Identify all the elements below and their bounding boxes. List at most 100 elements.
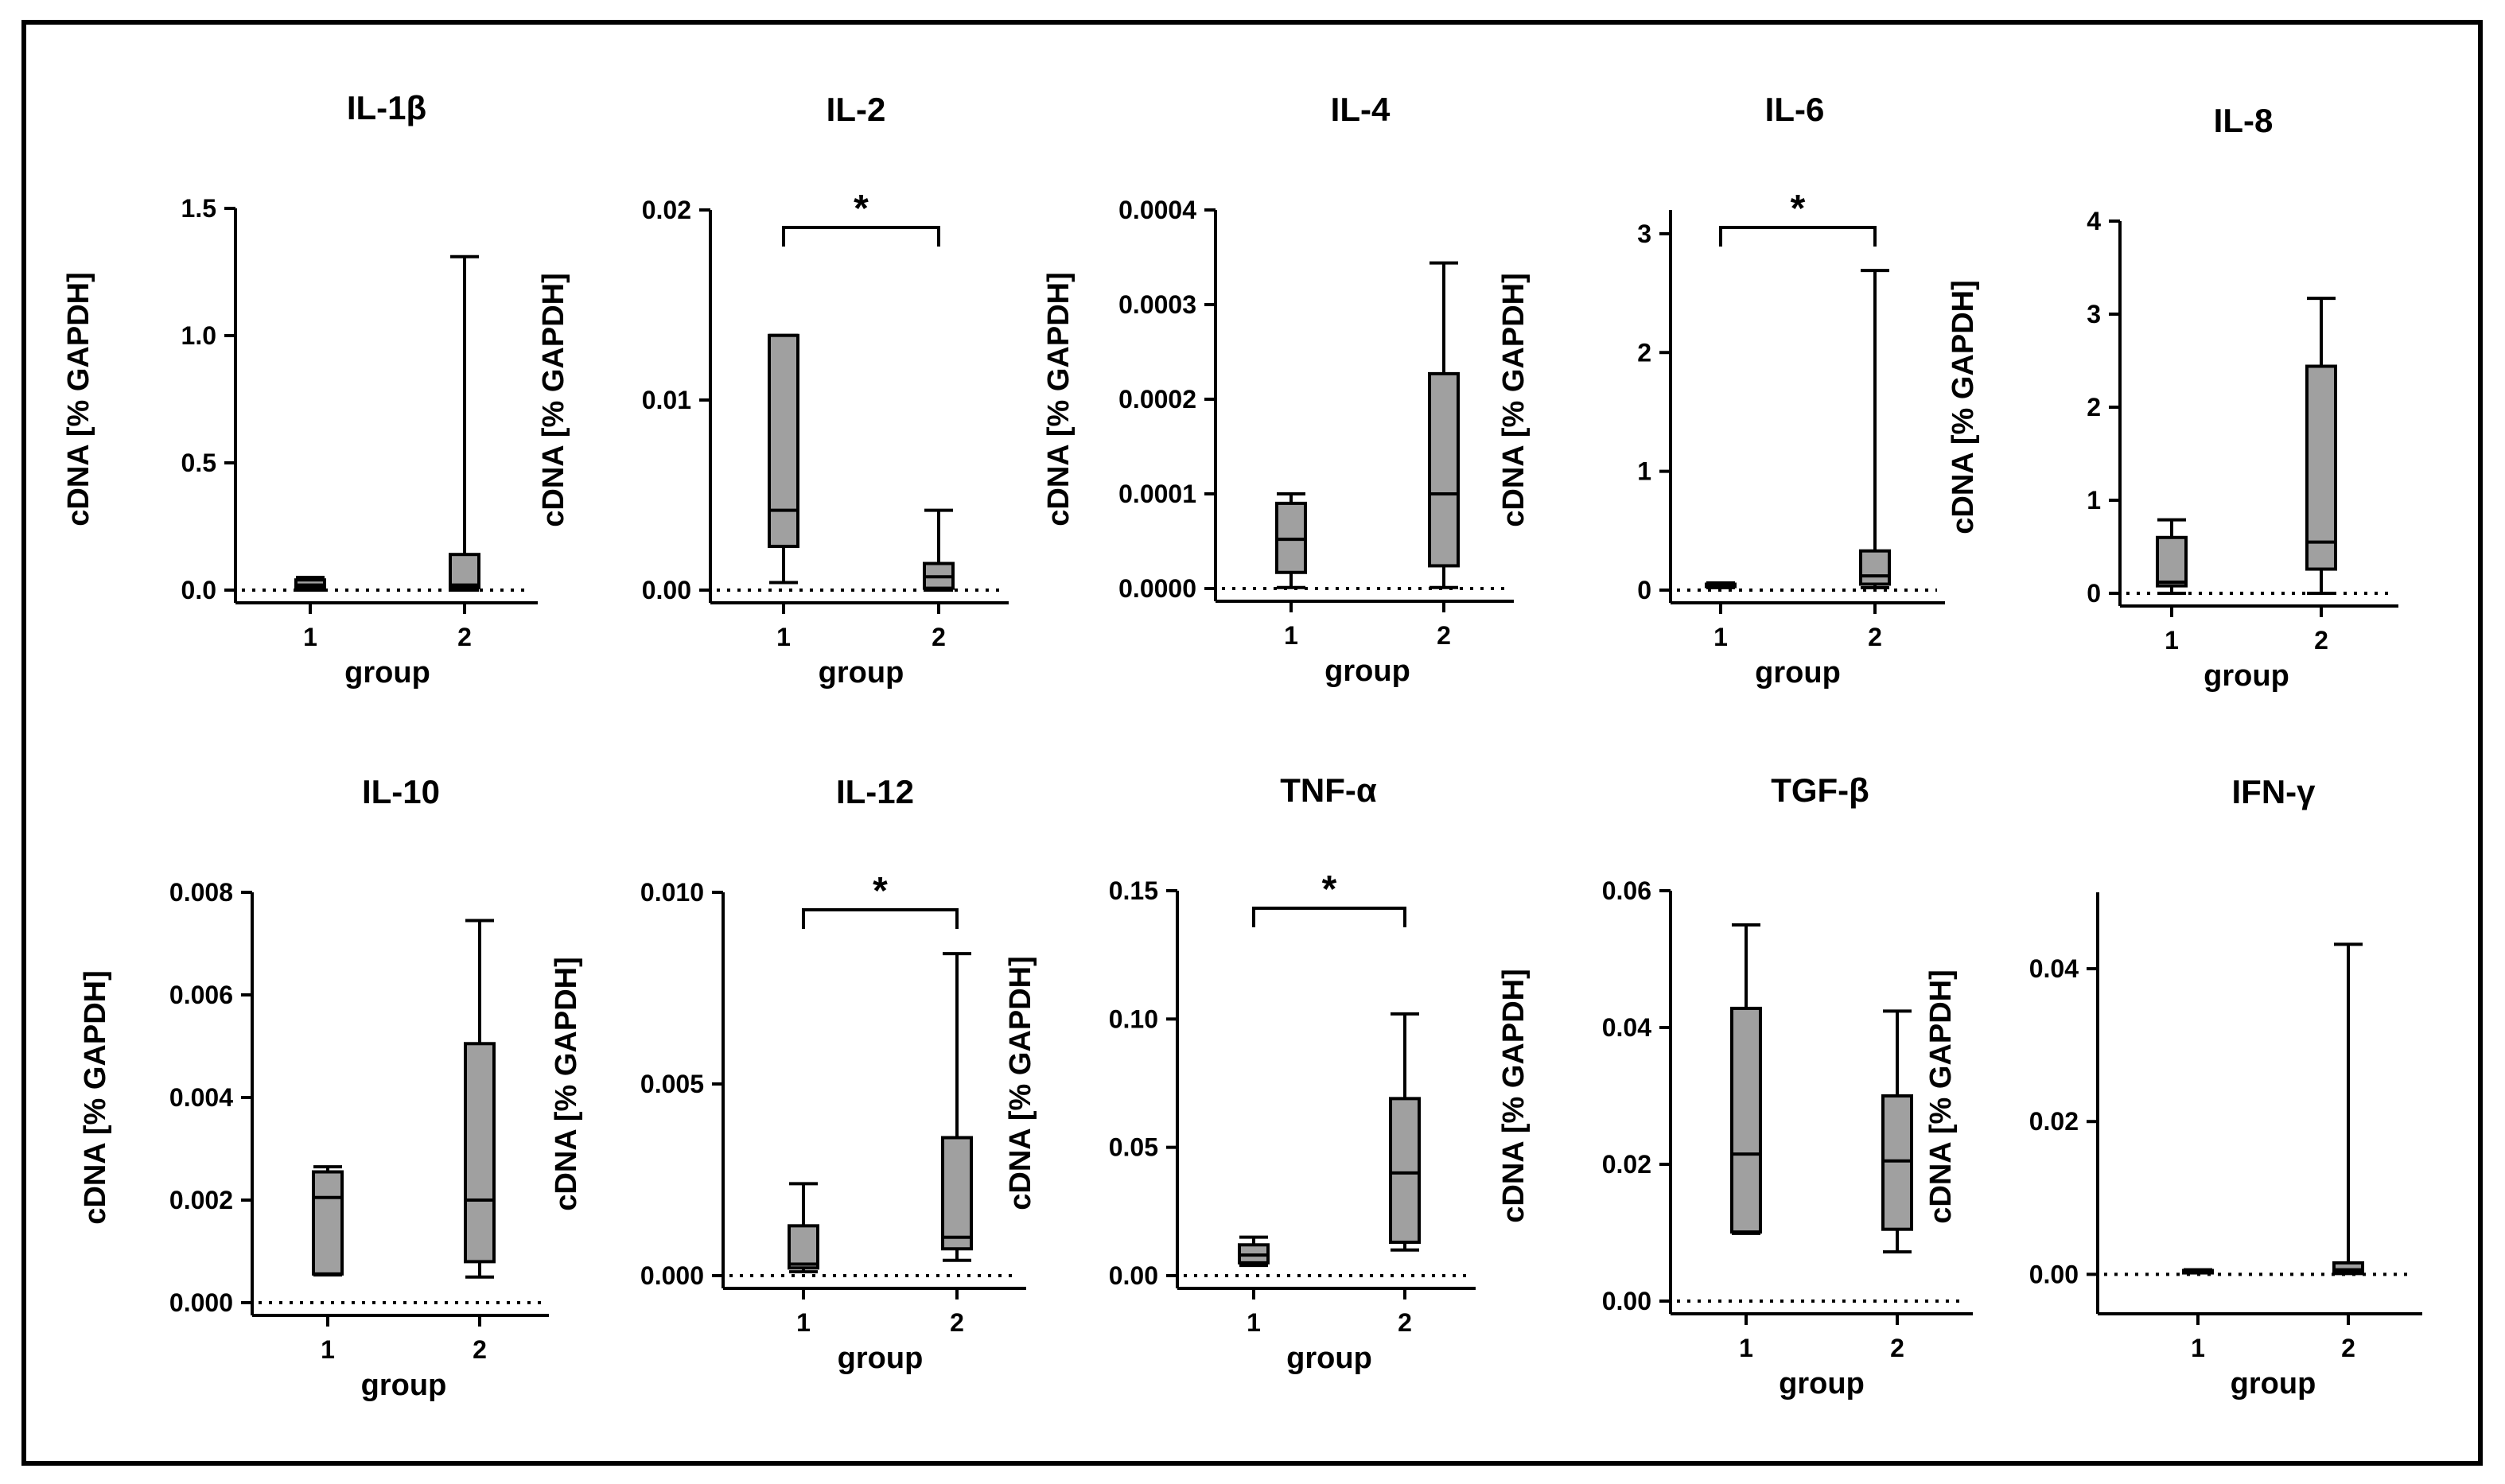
chart-title: IL-8 xyxy=(2214,102,2274,139)
chart-panel: TGF-β 0.00 0.02 0.04 0.06 1 2 group cDNA [% GAPD… xyxy=(1497,771,1973,1400)
box-iqr xyxy=(1859,549,1891,586)
y-tick-label: 1.5 xyxy=(181,194,216,223)
y-tick-label: 0.0002 xyxy=(1118,385,1196,414)
y-tick-label: 0.5 xyxy=(181,449,216,477)
x-tick-label: 2 xyxy=(1868,623,1882,651)
x-axis-label: group xyxy=(344,656,430,690)
box-group-2 xyxy=(2305,297,2337,595)
y-tick-label: 3 xyxy=(1637,219,1651,248)
chart-title: TGF-β xyxy=(1771,771,1869,809)
chart-title: IL-12 xyxy=(836,773,914,810)
box-group-1 xyxy=(312,1165,344,1277)
chart-panel: IFN-γ 0.00 0.02 0.04 1 2 group cDNA [% GAPDH] xyxy=(1924,773,2422,1400)
box-group-1 xyxy=(1730,923,1762,1235)
x-tick-label: 2 xyxy=(950,1308,964,1337)
x-tick-label: 2 xyxy=(457,623,472,651)
y-axis-label: cDNA [% GAPDH] xyxy=(79,970,112,1225)
x-tick-label: 2 xyxy=(1890,1334,1904,1362)
y-axis-label: cDNA [% GAPDH] xyxy=(550,957,583,1211)
y-axis-label: cDNA [% GAPDH] xyxy=(1004,956,1037,1210)
y-tick-label: 0.15 xyxy=(1109,876,1158,905)
y-tick-label: 0.008 xyxy=(169,878,233,907)
y-tick-label: 1.0 xyxy=(181,321,216,350)
x-tick-label: 2 xyxy=(932,623,946,651)
y-tick-label: 0.00 xyxy=(642,576,691,604)
box-iqr xyxy=(2305,364,2337,571)
y-tick-label: 0.000 xyxy=(169,1288,233,1317)
y-tick-label: 0.01 xyxy=(642,386,691,414)
box-iqr xyxy=(788,1224,819,1270)
box-iqr xyxy=(449,553,480,589)
box-iqr xyxy=(2156,535,2188,588)
chart-panel: IL-6 0 1 2 3 1 2 group cDNA [% GAPDH] * xyxy=(1497,91,1945,690)
y-tick-label: 1 xyxy=(2087,486,2101,515)
box-iqr xyxy=(1389,1097,1421,1245)
x-axis-label: group xyxy=(1755,656,1841,690)
figure-border xyxy=(21,20,2483,1466)
box-group-2 xyxy=(1428,261,1460,589)
box-iqr xyxy=(2332,1261,2364,1274)
box-iqr xyxy=(1881,1094,1913,1231)
significance-bracket xyxy=(1252,907,1406,927)
significance-star: * xyxy=(1791,188,1806,230)
x-tick-label: 2 xyxy=(2314,626,2328,655)
y-tick-label: 0.0000 xyxy=(1118,574,1196,603)
x-tick-label: 1 xyxy=(2165,626,2179,655)
box-group-1 xyxy=(2182,1268,2214,1275)
x-axis-label: group xyxy=(2231,1367,2316,1400)
box-iqr xyxy=(312,1170,344,1276)
box-group-1 xyxy=(1275,492,1307,589)
box-group-1 xyxy=(2156,518,2188,595)
y-tick-label: 0.04 xyxy=(2029,954,2079,983)
y-tick-label: 0.00 xyxy=(2029,1260,2079,1288)
x-axis-label: group xyxy=(1286,1342,1372,1375)
y-tick-label: 0 xyxy=(1637,576,1651,604)
box-group-1 xyxy=(788,1182,819,1274)
y-tick-label: 0.02 xyxy=(642,196,691,224)
y-tick-label: 0.00 xyxy=(1602,1287,1651,1315)
x-tick-label: 1 xyxy=(321,1335,335,1364)
box-iqr xyxy=(1428,371,1460,568)
y-tick-label: 0.02 xyxy=(1602,1150,1651,1179)
y-tick-label: 0.000 xyxy=(640,1261,704,1290)
y-tick-label: 0 xyxy=(2087,579,2101,608)
chart-panel: IL-1β 0.0 0.5 1.0 1.5 1 2 group cDNA [% GAPDH] xyxy=(62,89,538,690)
x-axis-label: group xyxy=(2204,659,2289,693)
chart-panel: IL-10 0.000 0.002 0.004 0.006 0.008 1 2 group cDN… xyxy=(79,773,549,1402)
box-group-2 xyxy=(1859,269,1891,590)
box-group-2 xyxy=(941,952,973,1262)
y-tick-label: 0.10 xyxy=(1109,1004,1158,1033)
box-group-1 xyxy=(1705,581,1737,590)
x-axis-label: group xyxy=(838,1342,924,1375)
chart-panel: TNF-α 0.00 0.05 0.10 0.15 1 2 group cDNA [% GAPD… xyxy=(1004,771,1476,1375)
y-axis-label: cDNA [% GAPDH] xyxy=(1497,273,1531,527)
chart-panel: IL-2 0.00 0.01 0.02 1 2 group cDNA [% GAPDH] * xyxy=(537,91,1009,690)
significance-bracket xyxy=(1719,226,1877,247)
significance-star: * xyxy=(1322,868,1337,911)
chart-title: IFN-γ xyxy=(2232,773,2316,810)
box-group-1 xyxy=(294,576,326,592)
x-tick-label: 2 xyxy=(473,1335,487,1364)
y-tick-label: 2 xyxy=(2087,393,2101,422)
y-tick-label: 0.02 xyxy=(2029,1107,2079,1136)
x-tick-label: 2 xyxy=(1437,621,1451,650)
significance-star: * xyxy=(854,188,869,230)
x-tick-label: 2 xyxy=(2341,1334,2355,1362)
box-iqr xyxy=(464,1042,496,1264)
y-tick-label: 0.06 xyxy=(1602,876,1651,905)
box-group-2 xyxy=(464,919,496,1279)
x-tick-label: 2 xyxy=(1398,1308,1412,1337)
box-iqr xyxy=(768,333,799,549)
box-iqr xyxy=(1730,1006,1762,1234)
y-tick-label: 4 xyxy=(2087,207,2101,235)
y-tick-label: 0.010 xyxy=(640,878,704,907)
x-axis-label: group xyxy=(819,656,904,690)
x-tick-label: 1 xyxy=(2191,1334,2205,1362)
y-tick-label: 0.0004 xyxy=(1118,196,1196,224)
chart-title: TNF-α xyxy=(1280,771,1377,809)
chart-title: IL-4 xyxy=(1331,91,1391,128)
y-tick-label: 0.006 xyxy=(169,981,233,1009)
y-tick-label: 2 xyxy=(1637,338,1651,367)
